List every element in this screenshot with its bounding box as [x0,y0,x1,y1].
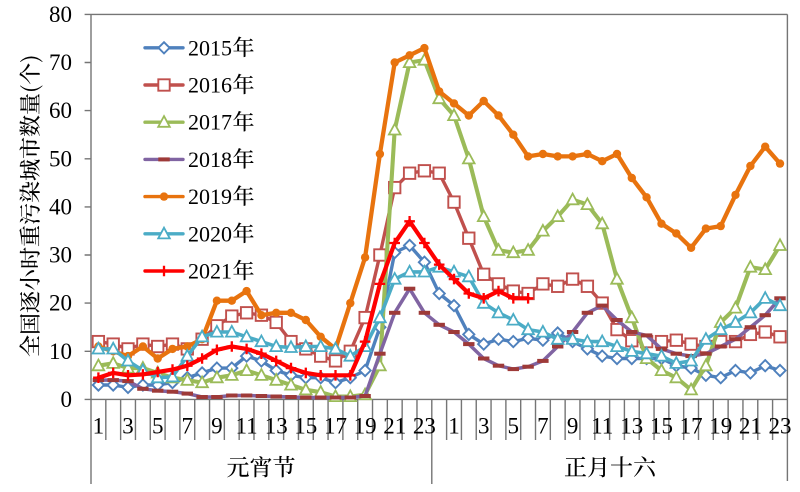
svg-text:3: 3 [478,414,490,439]
svg-text:11: 11 [591,414,613,439]
svg-text:2020: 2020 [188,221,232,246]
svg-text:1: 1 [448,414,460,439]
svg-text:40: 40 [49,194,72,219]
svg-text:9: 9 [567,414,579,439]
svg-text:7: 7 [537,414,549,439]
svg-text:13: 13 [620,414,643,439]
svg-text:5: 5 [152,414,164,439]
svg-text:80: 80 [49,2,72,27]
svg-text:13: 13 [265,414,288,439]
svg-text:21: 21 [739,414,762,439]
svg-text:10: 10 [49,339,72,364]
svg-text:2015: 2015 [188,35,232,60]
svg-text:23: 23 [769,414,792,439]
svg-text:3: 3 [122,414,134,439]
svg-text:50: 50 [49,146,72,171]
svg-text:30: 30 [49,243,72,268]
svg-text:11: 11 [236,414,258,439]
svg-text:9: 9 [211,414,223,439]
svg-text:19: 19 [354,414,377,439]
svg-text:7: 7 [182,414,194,439]
svg-text:5: 5 [508,414,520,439]
svg-text:2016: 2016 [188,73,232,98]
svg-text:60: 60 [49,98,72,123]
svg-text:15: 15 [294,414,317,439]
svg-text:2021: 2021 [188,259,232,284]
svg-text:17: 17 [324,414,347,439]
svg-text:19: 19 [709,414,732,439]
svg-text:1: 1 [93,414,105,439]
svg-text:0: 0 [61,387,73,412]
svg-text:2018: 2018 [188,147,232,172]
svg-text:70: 70 [49,50,72,75]
svg-text:21: 21 [383,414,406,439]
svg-text:23: 23 [413,414,436,439]
svg-text:2019: 2019 [188,184,232,209]
svg-text:15: 15 [650,414,673,439]
svg-text:20: 20 [49,291,72,316]
svg-text:17: 17 [680,414,703,439]
svg-text:2017: 2017 [188,110,232,135]
